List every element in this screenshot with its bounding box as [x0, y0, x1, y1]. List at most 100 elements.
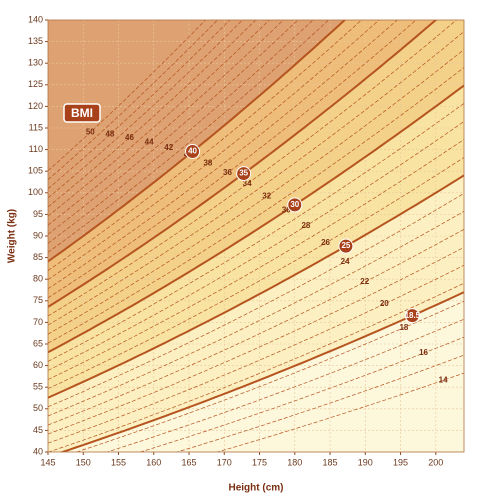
major-badge	[404, 308, 420, 324]
bmi-label: 34	[243, 179, 252, 188]
x-tick-label: 155	[111, 457, 126, 467]
bmi-curve	[48, 282, 464, 452]
y-tick-label: 70	[33, 317, 43, 327]
major-curve	[48, 20, 347, 263]
bmi-curve	[48, 20, 417, 299]
x-tick-label: 150	[76, 457, 91, 467]
bmi-curve	[48, 210, 464, 417]
bmi-curve	[48, 121, 464, 371]
bmi-curve	[48, 20, 363, 271]
bmi-curve	[216, 372, 464, 452]
bmi-curve	[48, 31, 464, 326]
y-tick-label: 65	[33, 338, 43, 348]
bmi-curve	[48, 139, 464, 380]
major-curve	[48, 84, 464, 354]
y-tick-label: 125	[28, 79, 43, 89]
major-curve	[48, 174, 464, 399]
bmi-curve	[175, 354, 464, 452]
bmi-curve	[48, 20, 270, 217]
bmi-curve	[48, 228, 464, 426]
y-tick-label: 105	[28, 166, 43, 176]
zones	[48, 20, 464, 452]
bmi-label: 24	[341, 257, 350, 266]
bmi-label: 46	[125, 133, 134, 142]
bmi-curve	[48, 20, 457, 317]
y-tick-label: 140	[28, 14, 43, 24]
major-badge	[338, 238, 354, 254]
bmi-curve	[48, 20, 299, 235]
bmi-curve	[48, 20, 257, 208]
major-badge	[287, 197, 303, 213]
y-tick-label: 75	[33, 295, 43, 305]
bmi-label: 32	[262, 192, 271, 201]
bmi-label: 44	[145, 137, 154, 146]
bmi-curve	[48, 20, 330, 253]
bmi-label: 42	[164, 143, 173, 152]
y-tick-label: 95	[33, 209, 43, 219]
bmi-label: 22	[360, 277, 369, 286]
bmi-curve	[139, 336, 464, 452]
bmi-label: 26	[321, 238, 330, 247]
major-badge	[236, 166, 252, 182]
y-tick-label: 90	[33, 230, 43, 240]
bmi-curve	[48, 264, 464, 444]
bmi-label: 16	[419, 348, 428, 357]
y-tick-label: 135	[28, 36, 43, 46]
y-tick-label: 80	[33, 274, 43, 284]
bmi-label: 48	[105, 130, 114, 139]
y-tick-label: 130	[28, 58, 43, 68]
y-tick-label: 50	[33, 403, 43, 413]
bmi-curve	[48, 246, 464, 435]
x-tick-label: 160	[146, 457, 161, 467]
bmi-label: 30	[282, 206, 291, 215]
major-curve	[48, 20, 438, 308]
y-tick-label: 40	[33, 446, 43, 456]
y-tick-label: 115	[29, 122, 43, 132]
x-tick-label: 170	[217, 457, 232, 467]
bmi-label: 50	[86, 127, 95, 136]
x-tick-label: 180	[287, 457, 302, 467]
y-tick-label: 120	[28, 101, 43, 111]
y-tick-label: 45	[33, 425, 43, 435]
bmi-curve	[48, 49, 464, 335]
zone	[48, 20, 345, 262]
bmi-label: 14	[439, 375, 448, 384]
badge-box	[63, 103, 101, 123]
bmi-curve	[48, 20, 380, 280]
y-tick-label: 100	[28, 187, 43, 197]
bmi-curve	[106, 318, 464, 452]
badge: BMI	[71, 106, 93, 120]
bmi-curve	[48, 193, 464, 408]
curves	[48, 20, 464, 452]
y-axis-title: Weight (kg)	[7, 209, 18, 263]
bmi-curve	[48, 67, 464, 344]
major-badge	[185, 143, 201, 159]
bmi-label: 38	[203, 158, 212, 167]
bmi-curve	[48, 20, 314, 244]
x-tick-label: 165	[182, 457, 197, 467]
y-tick-label: 60	[33, 360, 43, 370]
bmi-curve	[48, 20, 218, 180]
bmi-curve	[48, 20, 244, 199]
y-tick-label: 110	[29, 144, 43, 154]
bmi-label: 36	[223, 168, 232, 177]
major-label: 40	[188, 147, 197, 156]
x-tick-label: 185	[323, 457, 338, 467]
bmi-curve	[75, 300, 464, 452]
bmi-label: 28	[301, 221, 310, 230]
x-tick-label: 175	[252, 457, 267, 467]
bmi-label: 18	[399, 323, 408, 332]
major-label: 25	[341, 241, 350, 250]
x-tick-label: 190	[358, 457, 373, 467]
major-label: 18.5	[405, 311, 421, 320]
major-label: 30	[290, 200, 299, 209]
x-tick-label: 200	[428, 457, 443, 467]
major-curve	[59, 291, 464, 452]
y-tick-label: 55	[33, 382, 43, 392]
bmi-curve	[48, 103, 464, 362]
plot-frame	[47, 19, 465, 453]
x-axis-title: Height (cm)	[229, 483, 284, 494]
bmi-label: 20	[380, 299, 389, 308]
y-tick-label: 85	[33, 252, 43, 262]
